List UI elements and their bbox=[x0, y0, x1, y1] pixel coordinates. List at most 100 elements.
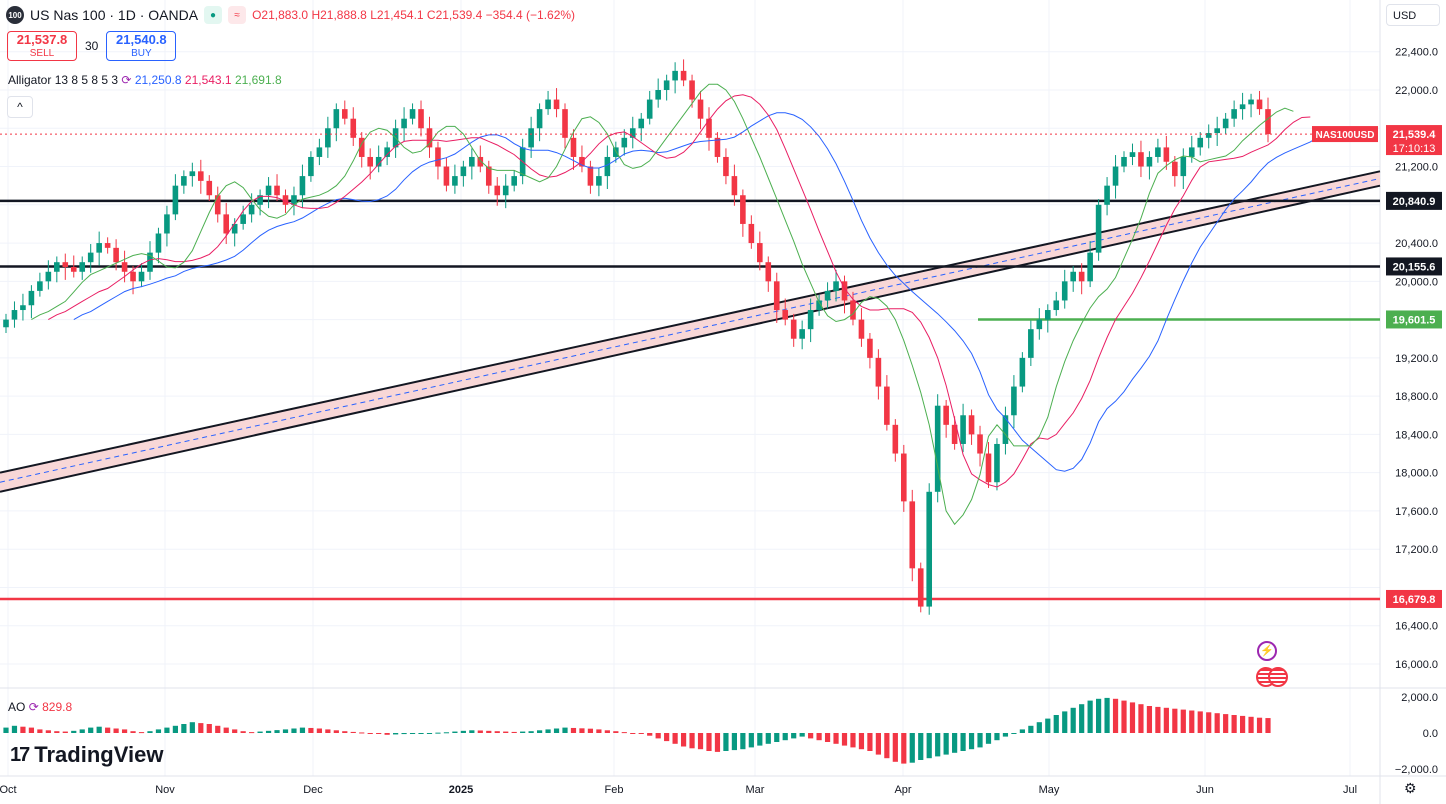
candle-body bbox=[841, 281, 848, 301]
ao-bar bbox=[181, 724, 187, 733]
ao-bar bbox=[401, 733, 407, 735]
ao-bar bbox=[316, 728, 322, 733]
ao-bar bbox=[1206, 712, 1212, 733]
events-flags[interactable] bbox=[1256, 667, 1288, 687]
candle-body bbox=[28, 290, 35, 306]
currency-selector[interactable]: USD bbox=[1386, 4, 1440, 26]
ao-bar bbox=[655, 733, 661, 739]
ao-bar bbox=[511, 731, 517, 733]
us-flag-icon[interactable] bbox=[1268, 667, 1288, 687]
buy-button[interactable]: 21,540.8 BUY bbox=[106, 31, 177, 61]
refresh-icon[interactable]: ⟳ bbox=[121, 73, 132, 87]
collapse-legend-button[interactable]: ^ bbox=[7, 96, 33, 118]
ao-bar bbox=[935, 733, 941, 757]
candle-body bbox=[316, 147, 323, 157]
alligator-jaw-line bbox=[73, 112, 1336, 472]
ao-bar bbox=[1248, 716, 1254, 733]
ao-bar bbox=[88, 727, 94, 733]
high-value: H21,888.8 bbox=[311, 8, 367, 22]
candle-body bbox=[308, 156, 314, 177]
candle-body bbox=[435, 147, 441, 167]
candle-body bbox=[1256, 99, 1263, 110]
close-value: C21,539.4 bbox=[426, 8, 483, 22]
ao-tick-label: −2,000.0 bbox=[1395, 764, 1438, 776]
ao-bar bbox=[1028, 725, 1034, 733]
sell-label: SELL bbox=[29, 48, 55, 59]
ao-bar bbox=[892, 733, 898, 762]
candle-body bbox=[807, 310, 814, 330]
low-value: L21,454.1 bbox=[370, 8, 424, 22]
candle-body bbox=[977, 434, 983, 454]
candle-body bbox=[189, 171, 196, 177]
ao-bar bbox=[71, 730, 77, 733]
spread-value: 30 bbox=[85, 39, 99, 53]
ao-bar bbox=[1002, 733, 1009, 737]
level-price-label: 20,155.6 bbox=[1393, 261, 1436, 273]
ao-bar bbox=[901, 733, 907, 764]
price-tick-label: 16,000.0 bbox=[1395, 659, 1438, 671]
candle-body bbox=[748, 223, 755, 244]
price-tick-label: 22,400.0 bbox=[1395, 47, 1438, 59]
candles bbox=[3, 59, 1271, 615]
alligator-label: Alligator 13 8 5 8 5 3 bbox=[8, 73, 119, 87]
candle-body bbox=[723, 156, 729, 177]
change-value: −354.4 (−1.62%) bbox=[485, 8, 576, 22]
ao-bar bbox=[985, 733, 992, 744]
gear-icon[interactable]: ⚙ bbox=[1404, 780, 1417, 796]
candle-body bbox=[477, 156, 484, 167]
ao-bar bbox=[1011, 733, 1017, 734]
candle-body bbox=[282, 195, 289, 205]
candle-body bbox=[155, 233, 162, 253]
ao-bar bbox=[460, 730, 466, 733]
ao-bar bbox=[20, 726, 26, 733]
alligator-legend[interactable]: Alligator 13 8 5 8 5 3 ⟳ 21,250.8 21,543… bbox=[8, 73, 282, 87]
ao-bar bbox=[308, 727, 314, 733]
ao-bar bbox=[604, 730, 610, 733]
time-tick-label: Jun bbox=[1196, 784, 1214, 796]
ao-bar bbox=[697, 733, 704, 750]
candle-body bbox=[613, 147, 619, 157]
ao-bar bbox=[240, 731, 246, 733]
ao-bar bbox=[570, 727, 577, 733]
tradingview-logo[interactable]: 17 TradingView bbox=[10, 742, 163, 768]
candle-body bbox=[418, 109, 424, 129]
candle-body bbox=[536, 109, 543, 129]
candle-body bbox=[1011, 386, 1017, 416]
candle-body bbox=[121, 262, 128, 272]
candle-body bbox=[1239, 104, 1246, 110]
symbol-title[interactable]: US Nas 100 · 1D · OANDA bbox=[30, 7, 199, 23]
ao-legend[interactable]: AO ⟳ 829.8 bbox=[8, 700, 72, 714]
ao-bar bbox=[1223, 714, 1229, 733]
ao-bar bbox=[1112, 698, 1119, 733]
market-status-icon[interactable]: ● bbox=[204, 6, 223, 24]
ao-bar bbox=[350, 731, 356, 733]
compare-icon[interactable]: ≈ bbox=[228, 6, 247, 24]
ao-bar bbox=[164, 727, 170, 733]
ao-bar bbox=[1036, 722, 1042, 733]
candle-body bbox=[248, 204, 255, 215]
ao-bar bbox=[824, 733, 831, 742]
candle-body bbox=[731, 176, 738, 196]
sell-button[interactable]: 21,537.8 SELL bbox=[7, 31, 77, 61]
ao-histogram bbox=[3, 697, 1271, 764]
ao-bar bbox=[926, 733, 932, 759]
brand-name: TradingView bbox=[34, 742, 164, 767]
price-tick-label: 18,800.0 bbox=[1395, 391, 1438, 403]
candle-body bbox=[672, 70, 678, 81]
level-price-tag bbox=[1386, 310, 1442, 329]
candle-body bbox=[1028, 329, 1034, 358]
ao-bar bbox=[1231, 715, 1237, 733]
refresh-icon[interactable]: ⟳ bbox=[28, 700, 39, 714]
candle-body bbox=[274, 185, 280, 196]
ao-bar bbox=[960, 733, 966, 751]
time-tick-label: Nov bbox=[155, 784, 175, 796]
candle-body bbox=[367, 156, 374, 167]
lightning-icon[interactable]: ⚡ bbox=[1257, 641, 1277, 661]
candle-body bbox=[1095, 204, 1102, 253]
candle-body bbox=[214, 195, 221, 215]
candle-body bbox=[638, 118, 645, 129]
ao-bar bbox=[147, 731, 153, 733]
ao-bar bbox=[1096, 698, 1102, 733]
candle-body bbox=[45, 271, 52, 282]
